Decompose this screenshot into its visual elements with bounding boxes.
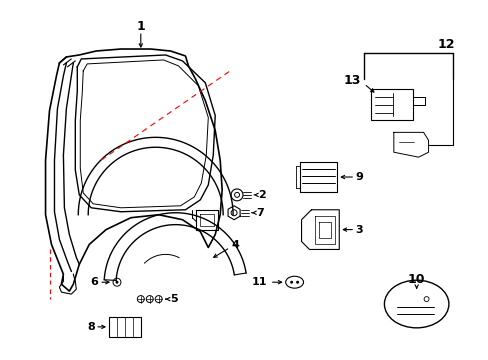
- Text: 2: 2: [258, 190, 265, 200]
- Text: 1: 1: [136, 20, 145, 33]
- Text: 3: 3: [355, 225, 362, 235]
- Text: 11: 11: [251, 277, 266, 287]
- Circle shape: [296, 281, 299, 284]
- Circle shape: [289, 281, 292, 284]
- Text: 4: 4: [231, 240, 239, 251]
- Text: 7: 7: [256, 208, 263, 218]
- Text: 8: 8: [87, 322, 95, 332]
- Circle shape: [115, 281, 118, 284]
- Text: 6: 6: [90, 277, 98, 287]
- Text: 13: 13: [343, 74, 360, 87]
- Text: 12: 12: [437, 37, 454, 50]
- Text: 9: 9: [354, 172, 362, 182]
- Text: 5: 5: [169, 294, 177, 304]
- Text: 10: 10: [407, 273, 425, 286]
